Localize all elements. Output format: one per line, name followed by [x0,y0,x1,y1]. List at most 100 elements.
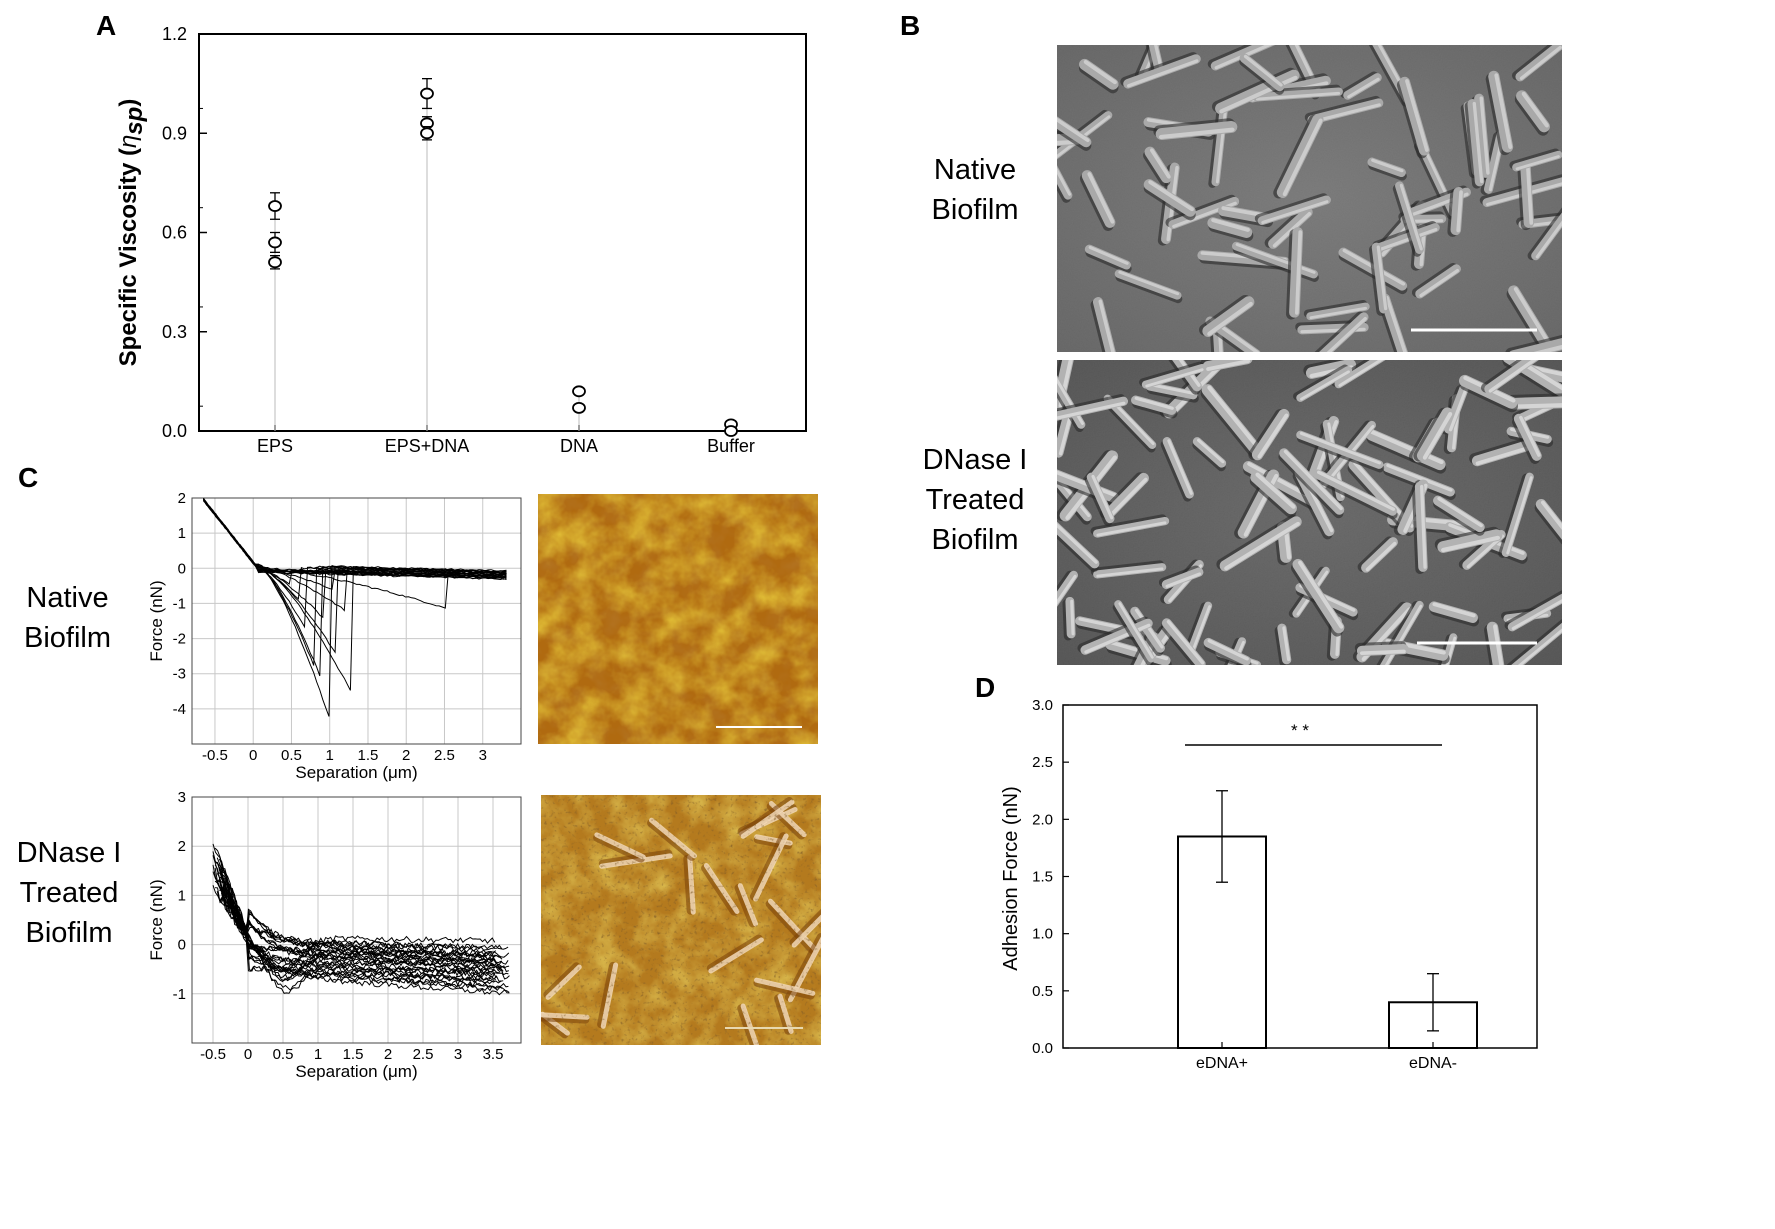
rod-highlight [1420,484,1427,569]
force-curve [203,499,507,578]
rod-highlight [1479,96,1490,175]
rod-highlight [1376,245,1388,311]
y-tick-label: -2 [173,631,186,648]
rod-highlight [1207,639,1249,661]
force-curve [219,870,502,981]
bacterial-rod [1202,296,1255,337]
rod-highlight [1272,212,1312,248]
rod-highlight [1347,77,1380,99]
y-axis-label: Specific Viscosity (ηsp) [115,99,148,367]
rod-highlight [1282,118,1323,197]
rod-highlight [1158,127,1235,140]
rod-highlight [1399,183,1423,251]
rod-highlight [1511,402,1562,409]
rod-highlight [1506,476,1533,555]
rod-highlight [1511,588,1562,630]
afm-treated-label-line2: Treated [19,877,119,909]
rod-highlight [1150,148,1171,179]
rod-highlight [1432,602,1476,618]
panel-letter-c: C [18,462,39,493]
data-point [572,401,586,414]
force-curve [203,498,507,609]
bacterial-rod [1299,312,1369,352]
rod-highlight [1317,470,1396,511]
rod-highlight [1405,79,1429,152]
rod-highlight [1214,45,1291,70]
rod-highlight [1088,245,1129,265]
x-tick-label: 3.5 [483,1046,504,1063]
afm-treated-label-line1: DNase I [16,837,122,869]
panel-letter-b: B [900,10,921,41]
rod-highlight [1207,385,1261,450]
rod-highlight [1515,155,1560,171]
rod-highlight [1107,396,1155,445]
y-tick-label: -4 [173,701,186,718]
rod-highlight [1096,521,1167,537]
sem-treated-label-line3: Biofilm [931,524,1019,556]
rod-highlight [1541,500,1562,538]
rod-highlight [1255,472,1296,509]
rod-highlight [1310,103,1381,124]
y-tick-label: 2.0 [1032,811,1053,828]
force-curve [212,864,510,994]
rod-highlight [1519,415,1541,457]
force-curve [218,858,509,989]
bacterial-rod [1250,471,1297,515]
rod-highlight [1359,649,1406,655]
data-point [724,425,738,437]
rod-highlight [1382,604,1423,665]
y-axis-label: Force (nN) [147,879,166,960]
y-tick-label: 0 [178,937,186,954]
force-curve [203,499,507,677]
x-tick-label: EPS [257,436,293,456]
rod-highlight [1150,45,1163,70]
force-curve [203,499,507,629]
force-curves [212,843,510,996]
panel-letter-a: A [96,10,117,41]
y-tick-label: 0.9 [162,123,187,143]
rod-highlight [1513,287,1554,350]
data-point [420,87,434,100]
force-curve [220,860,509,965]
adhesion-force-chart: 0.0 0.5 1.0 1.5 2.0 2.5 3.0 eDNA+ eDNA- * * Adhesi… [1000,697,1538,1072]
bacterial-rod [1268,207,1313,249]
plot-frame [191,796,522,1044]
y-tick-label: 3 [178,789,186,806]
rod-highlight [1526,165,1534,225]
y-axis-label-main: Specific Viscosity ( [115,148,142,366]
bacterial-rod [1103,472,1149,520]
rod-highlight [1283,449,1343,511]
x-tick-label: -0.5 [200,1046,226,1063]
force-curve [203,499,507,581]
x-axis-label: Separation (μm) [295,1062,417,1081]
x-tick-label: 2.5 [413,1046,434,1063]
rod-highlight [1298,560,1344,629]
force-curve [203,498,507,612]
y-tick-label: 1.0 [1032,926,1053,943]
y-tick-label: 0.0 [1032,1040,1053,1057]
force-curve-native: -0.5 0 0.5 1 1.5 2 2.5 3 2 1 0 -1 -2 -3 -4 Separation (… [147,490,522,782]
data-point [268,200,282,212]
sem-native-label-line1: Native [933,154,1017,186]
y-tick-label: -3 [173,666,186,683]
afm-image-native [538,494,818,744]
significance-marker: * * [1291,721,1309,740]
rod-highlight [1057,139,1080,146]
y-tick-label: 0.3 [162,322,187,342]
rod-highlight [1385,295,1409,352]
rod-highlight [1192,605,1211,650]
rod-highlight [1422,411,1453,460]
rod-highlight [1475,446,1529,466]
force-curves [203,498,507,717]
x-tick-label: 2 [402,747,410,764]
rod-highlight [1386,463,1453,492]
rod-highlight [1207,301,1253,336]
rod-highlight [1197,438,1225,464]
x-axis-label: Separation (μm) [295,763,417,782]
y-tick-label: 2 [178,838,186,855]
sem-native-label-line2: Biofilm [931,194,1019,226]
bacterial-rod [1092,297,1121,352]
x-tick-label: eDNA- [1409,1055,1457,1072]
force-curve-treated: -0.5 0 0.5 1 1.5 2 2.5 3 3.5 3 2 1 0 -1 Separation (μm… [147,789,522,1081]
bacterial-rod [1531,201,1562,261]
